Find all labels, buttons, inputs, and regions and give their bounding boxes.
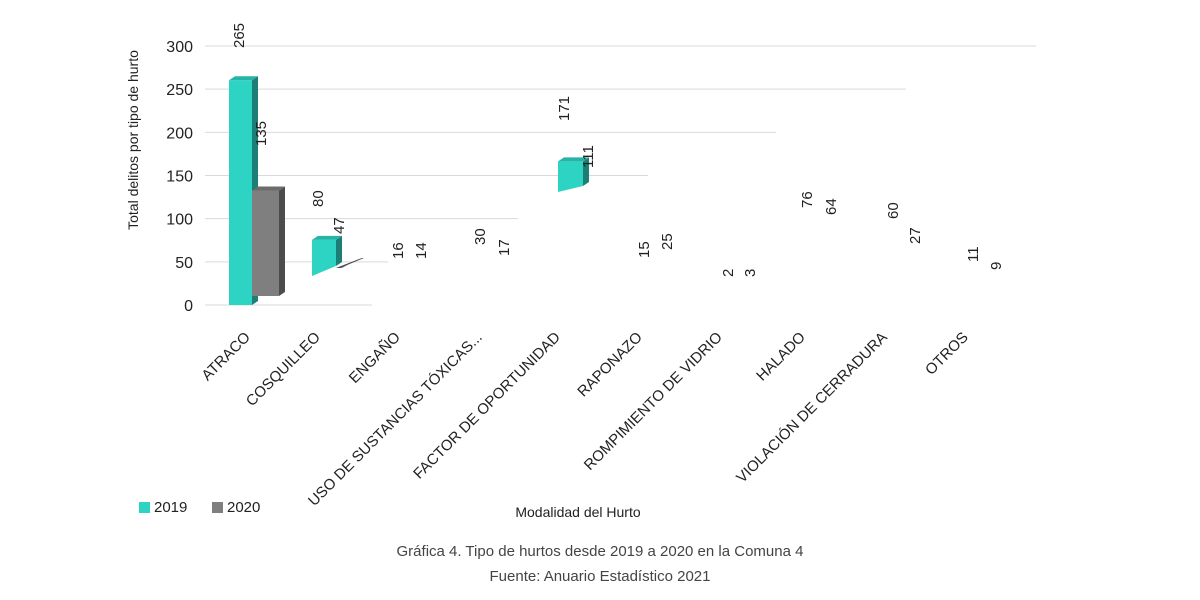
y-axis-title: Total delitos por tipo de hurto: [125, 50, 141, 230]
y-tick-label: 150: [166, 169, 193, 186]
x-tick-label: ENGAÑO: [346, 329, 404, 387]
y-tick-label: 200: [166, 125, 193, 142]
data-label-2020: 27: [907, 227, 924, 244]
x-tick-label: FACTOR DE OPORTUNIDAD: [410, 329, 564, 483]
x-tick-label: HALADO: [753, 329, 809, 385]
data-label-2020: 135: [253, 121, 270, 146]
x-axis-title: Modalidad del Hurto: [515, 504, 641, 520]
y-tick-label: 0: [184, 298, 193, 315]
x-tick-label: RAPONAZO: [574, 329, 646, 401]
bars: [229, 76, 589, 305]
x-tick-label: ROMPIMIENTO DE VIDRIO: [581, 329, 726, 474]
data-label-2020: 14: [413, 242, 430, 259]
y-tick-label: 250: [166, 82, 193, 99]
y-tick-label: 300: [166, 39, 193, 56]
x-tick-label: VIOLACIÓN DE CERRADURA: [733, 329, 891, 487]
legend-swatch-2019: [139, 502, 150, 513]
y-axis-ticks: 0 50 100 150 200 250 300: [166, 39, 193, 315]
x-tick-label: ATRACO: [198, 329, 253, 384]
data-label-2019: 265: [231, 23, 248, 48]
data-label-2019: 30: [472, 228, 489, 245]
x-tick-label: OTROS: [922, 329, 972, 379]
data-label-2020: 9: [988, 262, 1005, 270]
legend-swatch-2020: [212, 502, 223, 513]
data-label-2020: 47: [331, 217, 348, 234]
data-label-2019: 171: [556, 96, 573, 121]
data-label-2019: 2: [720, 269, 737, 277]
x-tick-label: COSQUILLEO: [243, 329, 324, 410]
y-tick-label: 50: [175, 255, 193, 272]
bar-2019-factor-oportunidad: [558, 157, 589, 192]
data-label-2020: 111: [580, 145, 597, 168]
data-label-2019: 16: [390, 242, 407, 259]
figure-caption: Gráfica 4. Tipo de hurtos desde 2019 a 2…: [396, 543, 804, 560]
legend-label-2020: 2020: [227, 499, 260, 516]
data-label-2020: 17: [496, 239, 513, 256]
x-tick-label: USO DE SUSTANCIAS TÓXICAS...: [305, 329, 486, 510]
data-label-2020: 64: [823, 198, 840, 215]
data-label-2019: 15: [636, 241, 653, 258]
data-label-2020: 25: [659, 233, 676, 250]
bar-2020-atraco: [252, 186, 285, 296]
legend-label-2019: 2019: [154, 499, 187, 516]
data-label-2019: 11: [965, 246, 982, 262]
figure-source: Fuente: Anuario Estadístico 2021: [489, 568, 711, 585]
data-label-2019: 60: [885, 202, 902, 219]
bar-2019-cosquilleo: [312, 235, 342, 276]
data-label-2019: 76: [799, 191, 816, 208]
data-label-2019: 80: [310, 190, 327, 207]
data-label-2020: 3: [742, 269, 759, 277]
y-tick-label: 100: [166, 212, 193, 229]
bar-2020-cosquilleo: [336, 258, 364, 268]
legend: 2019 2020: [139, 499, 260, 516]
